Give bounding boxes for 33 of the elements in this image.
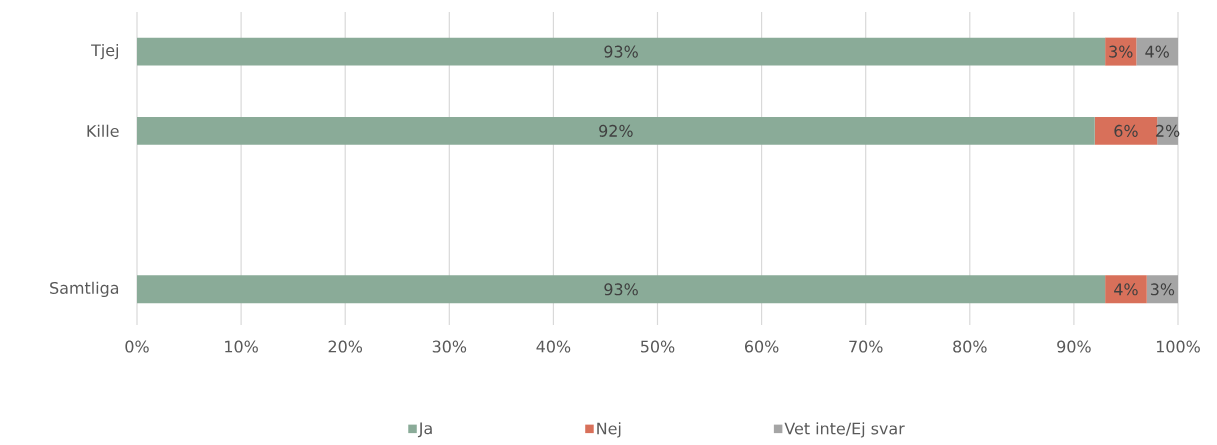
bar: [137, 275, 1106, 304]
data-label: 93%: [604, 45, 638, 58]
y-tick-label: Samtliga: [50, 281, 119, 298]
x-tick-label: 10%: [225, 340, 258, 353]
data-label: 4%: [1114, 283, 1138, 296]
bar: [1146, 275, 1178, 304]
bar: [1136, 37, 1178, 66]
legend-label: Ja: [417, 422, 432, 438]
x-tick-label: 90%: [1057, 340, 1091, 353]
x-tick-label: 20%: [328, 340, 363, 353]
y-tick-label: Kille: [87, 124, 119, 138]
bar: [137, 116, 1095, 145]
data-label: 92%: [599, 124, 633, 137]
legend-label: Vet inte/Ej svar: [784, 422, 905, 438]
bar: [137, 37, 1106, 66]
y-tick-label: Tjej: [91, 43, 118, 60]
x-tick-label: 80%: [953, 340, 987, 353]
legend-label: Nej: [597, 422, 621, 438]
data-label: 6%: [1114, 124, 1138, 137]
data-label: 4%: [1145, 45, 1169, 58]
x-tick-label: 60%: [745, 340, 779, 353]
x-tick-label: 100%: [1156, 340, 1200, 353]
bar: [1105, 37, 1137, 66]
bar: [1105, 275, 1147, 304]
data-label: 3%: [1109, 45, 1133, 58]
x-tick-label: 70%: [849, 340, 883, 353]
x-tick-label: 0%: [125, 340, 149, 353]
x-tick-label: 30%: [432, 340, 467, 353]
data-label: 3%: [1150, 283, 1175, 296]
x-tick-label: 40%: [536, 340, 571, 353]
bar: [1094, 116, 1158, 145]
x-tick-label: 50%: [641, 340, 675, 353]
data-label: 93%: [604, 283, 638, 296]
